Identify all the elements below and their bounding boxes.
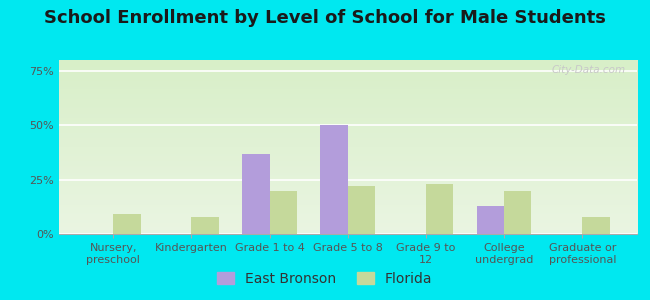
Bar xyxy=(113,214,140,234)
Bar xyxy=(582,217,610,234)
Bar xyxy=(426,184,453,234)
Bar xyxy=(270,190,297,234)
Bar xyxy=(320,125,348,234)
Bar xyxy=(476,206,504,234)
Bar xyxy=(348,186,375,234)
Text: School Enrollment by Level of School for Male Students: School Enrollment by Level of School for… xyxy=(44,9,606,27)
Bar xyxy=(504,190,532,234)
Text: City-Data.com: City-Data.com xyxy=(551,65,625,75)
Bar xyxy=(242,154,270,234)
Legend: East Bronson, Florida: East Bronson, Florida xyxy=(213,268,437,290)
Bar xyxy=(191,217,219,234)
